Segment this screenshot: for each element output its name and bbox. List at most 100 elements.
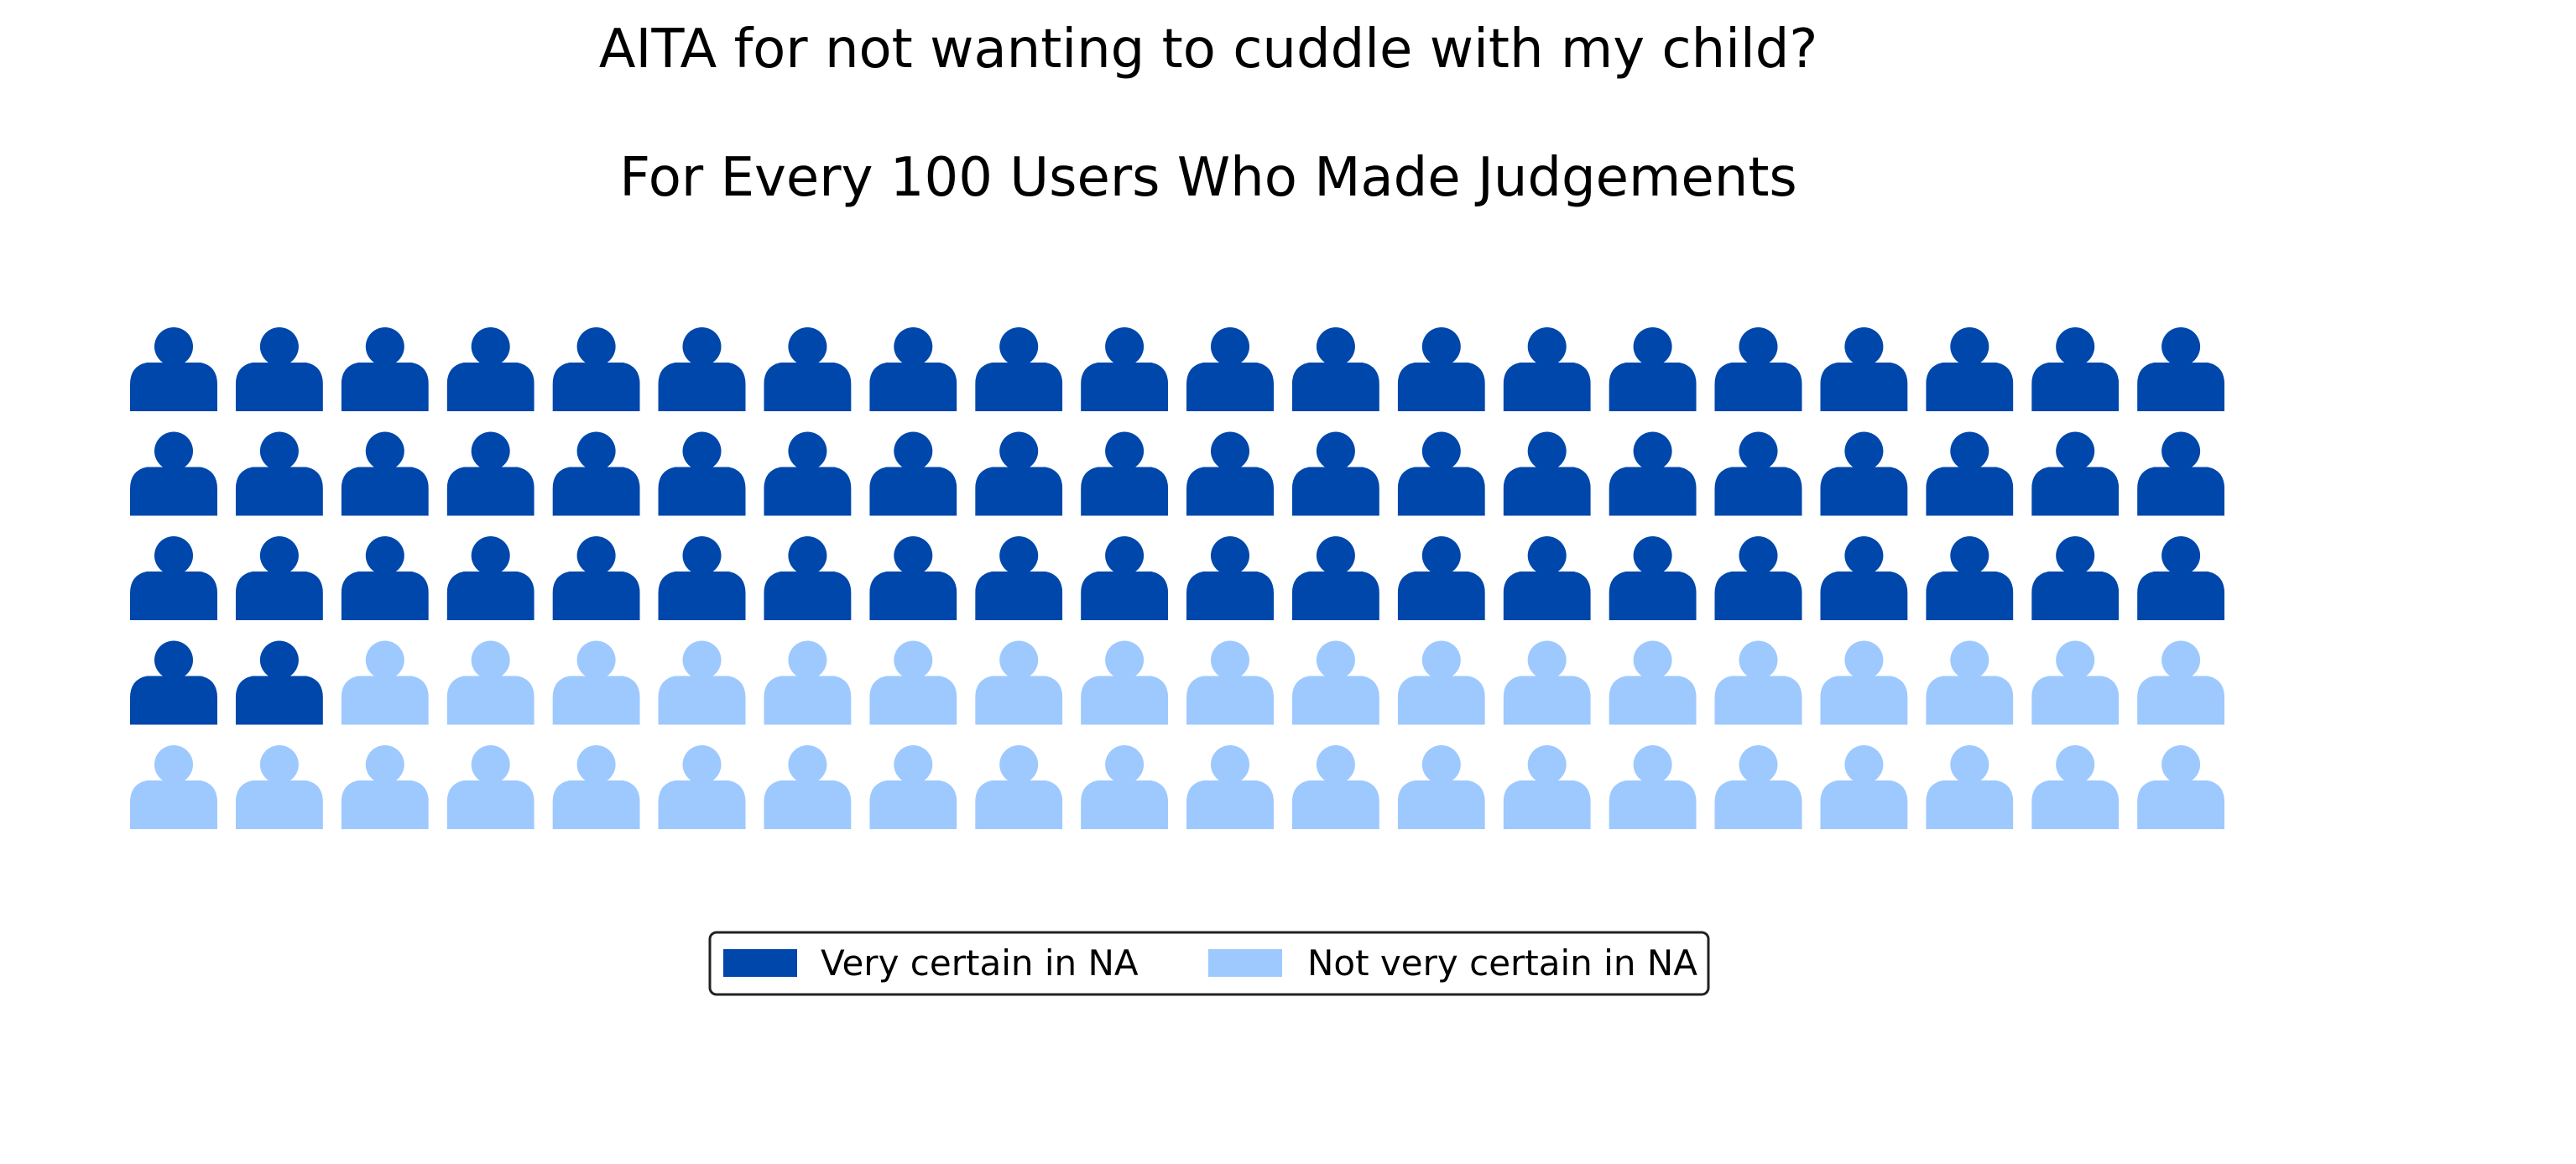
person-icon xyxy=(341,536,429,620)
person-icon xyxy=(658,745,746,829)
person-icon xyxy=(235,327,323,411)
person-icon xyxy=(130,640,217,725)
person-icon xyxy=(2137,640,2225,725)
person-icon xyxy=(235,640,323,725)
person-icon xyxy=(235,431,323,516)
person-icon xyxy=(235,536,323,620)
person-icon xyxy=(1397,640,1485,725)
person-icon xyxy=(764,745,852,829)
person-icon xyxy=(552,745,640,829)
person-icon xyxy=(1186,536,1274,620)
chart-title: AITA for not wanting to cuddle with my c… xyxy=(599,18,1818,81)
person-icon xyxy=(341,327,429,411)
person-icon xyxy=(869,431,957,516)
person-icon xyxy=(235,745,323,829)
person-icon xyxy=(2137,536,2225,620)
person-icon xyxy=(2137,431,2225,516)
person-icon xyxy=(1291,327,1379,411)
legend-label-very-certain: Very certain in NA xyxy=(821,942,1139,984)
person-icon xyxy=(1291,640,1379,725)
person-icon xyxy=(1820,327,1908,411)
person-icon xyxy=(1714,536,1802,620)
person-icon xyxy=(869,327,957,411)
person-icon xyxy=(2137,327,2225,411)
person-icon xyxy=(341,640,429,725)
person-icon xyxy=(446,327,534,411)
person-icon xyxy=(869,745,957,829)
person-icon xyxy=(1291,536,1379,620)
person-icon xyxy=(2031,536,2120,620)
person-icon xyxy=(975,745,1063,829)
person-icon xyxy=(552,536,640,620)
person-icon xyxy=(658,536,746,620)
person-icon xyxy=(975,327,1063,411)
person-icon xyxy=(446,536,534,620)
person-icon xyxy=(1820,536,1908,620)
person-icon xyxy=(341,745,429,829)
person-icon xyxy=(1820,640,1908,725)
person-icon xyxy=(130,431,217,516)
person-icon xyxy=(1081,536,1169,620)
person-icon xyxy=(446,640,534,725)
person-icon xyxy=(1081,745,1169,829)
person-icon xyxy=(552,640,640,725)
person-icon xyxy=(1291,745,1379,829)
person-icon xyxy=(2031,745,2120,829)
person-icon xyxy=(1609,536,1697,620)
person-icon xyxy=(1291,431,1379,516)
person-icon xyxy=(1081,327,1169,411)
person-icon xyxy=(869,536,957,620)
person-icon xyxy=(341,431,429,516)
person-icon xyxy=(1397,745,1485,829)
person-icon xyxy=(1926,745,2014,829)
person-icon xyxy=(658,431,746,516)
person-icon xyxy=(2031,431,2120,516)
person-icon xyxy=(1503,640,1591,725)
person-icon xyxy=(1186,431,1274,516)
person-icon xyxy=(1714,327,1802,411)
person-icon xyxy=(764,640,852,725)
person-icon xyxy=(1503,536,1591,620)
person-icon xyxy=(975,536,1063,620)
person-icon xyxy=(764,327,852,411)
person-icon xyxy=(130,745,217,829)
person-icon xyxy=(1609,640,1697,725)
person-icon xyxy=(975,640,1063,725)
person-icon xyxy=(130,536,217,620)
person-icon xyxy=(1397,431,1485,516)
person-icon xyxy=(552,327,640,411)
person-icon xyxy=(1820,745,1908,829)
person-icon xyxy=(1081,431,1169,516)
chart-subtitle: For Every 100 Users Who Made Judgements xyxy=(619,147,1797,209)
legend: Very certain in NA Not very certain in N… xyxy=(708,931,1710,996)
person-icon xyxy=(1081,640,1169,725)
person-icon xyxy=(1714,745,1802,829)
person-icon xyxy=(975,431,1063,516)
person-icon xyxy=(1926,640,2014,725)
legend-swatch-very-certain xyxy=(723,949,797,977)
person-icon xyxy=(764,431,852,516)
person-icon xyxy=(1926,431,2014,516)
person-icon xyxy=(869,640,957,725)
person-icon xyxy=(658,327,746,411)
person-icon xyxy=(2031,327,2120,411)
person-icon xyxy=(1820,431,1908,516)
person-icon xyxy=(1609,327,1697,411)
person-icon xyxy=(1397,327,1485,411)
person-icon xyxy=(1714,640,1802,725)
person-icon xyxy=(1397,536,1485,620)
person-icon xyxy=(1186,745,1274,829)
person-icon xyxy=(1609,745,1697,829)
person-icon xyxy=(1186,640,1274,725)
person-icon xyxy=(1926,327,2014,411)
person-icon xyxy=(1503,745,1591,829)
legend-swatch-not-very-certain xyxy=(1208,949,1282,977)
person-icon xyxy=(1503,431,1591,516)
person-icon xyxy=(1503,327,1591,411)
person-icon xyxy=(1186,327,1274,411)
person-icon xyxy=(1714,431,1802,516)
legend-label-not-very-certain: Not very certain in NA xyxy=(1307,942,1697,984)
person-icon xyxy=(764,536,852,620)
person-icon xyxy=(2137,745,2225,829)
